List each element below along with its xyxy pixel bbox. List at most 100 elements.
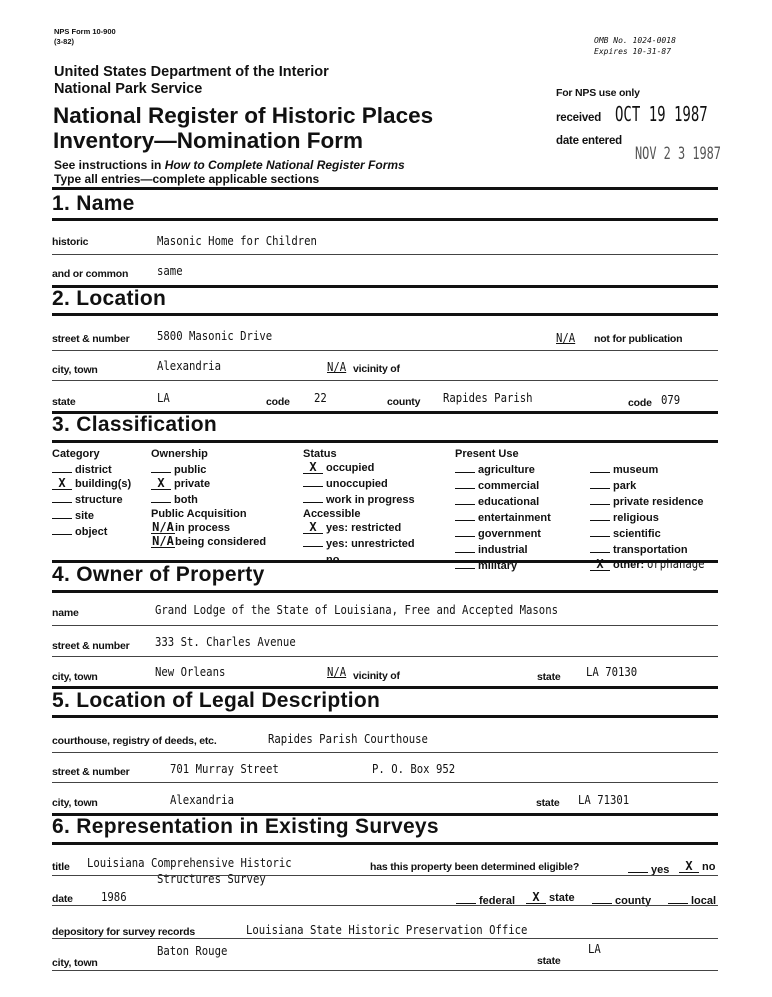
city-value: Alexandria — [157, 358, 221, 373]
checkbox-private-residence[interactable]: private residence — [590, 493, 715, 509]
section-rule — [52, 590, 718, 593]
section-rule — [52, 686, 718, 689]
owner-name: Grand Lodge of the State of Louisiana, F… — [155, 602, 559, 617]
form-title-line1: National Register of Historic Places — [53, 103, 434, 128]
checkbox-eligible-yes[interactable]: yes — [628, 861, 669, 876]
checkbox-unoccupied[interactable]: unoccupied — [303, 475, 415, 491]
category-title: Category — [52, 448, 100, 460]
field-line — [52, 625, 718, 626]
survey-title-line2: Structures Survey — [157, 871, 266, 886]
field-line — [52, 350, 718, 351]
section-rule — [52, 218, 718, 221]
section-6-heading: 6. Representation in Existing Surveys — [52, 815, 439, 838]
checkbox-site[interactable]: site — [52, 507, 131, 523]
checkbox-both[interactable]: both — [151, 491, 266, 507]
county-code: 079 — [661, 392, 681, 407]
section-rule — [52, 411, 718, 414]
legal-state: LA 71301 — [578, 792, 630, 807]
checkbox-federal[interactable]: federal — [456, 892, 515, 907]
field-line — [52, 905, 718, 906]
checkbox-local[interactable]: local — [668, 892, 716, 907]
checkbox-agriculture[interactable]: agriculture — [455, 461, 551, 477]
omb-number: OMB No. 1024-0018 — [594, 36, 676, 45]
county-label: county — [387, 396, 421, 408]
legal-po-box: P. O. Box 952 — [372, 761, 456, 776]
legal-city-label: city, town — [52, 797, 98, 809]
checkbox-public[interactable]: public — [151, 461, 266, 477]
section-rule — [52, 440, 718, 443]
checkbox-religious[interactable]: religious — [590, 509, 715, 525]
checkbox-district[interactable]: district — [52, 461, 131, 477]
checkbox-in-process[interactable]: N/Ain process — [151, 520, 231, 534]
street-label: street & number — [52, 333, 130, 345]
survey-title-label: title — [52, 861, 70, 873]
code-label: code — [266, 396, 290, 408]
owner-name-label: name — [52, 607, 79, 619]
checkbox-transportation[interactable]: transportation — [590, 541, 715, 557]
status-title: Status — [303, 448, 337, 460]
checkbox-museum[interactable]: museum — [590, 461, 715, 477]
section-5-heading: 5. Location of Legal Description — [52, 689, 381, 712]
common-label: and or common — [52, 268, 129, 280]
section-rule — [52, 187, 718, 190]
field-line — [52, 970, 718, 971]
depository-state-label: state — [537, 955, 561, 967]
historic-name: Masonic Home for Children — [157, 233, 317, 248]
form-revision: (3-82) — [54, 37, 75, 46]
common-name: same — [157, 263, 183, 278]
checkbox-entertainment[interactable]: entertainment — [455, 509, 551, 525]
checkbox-government[interactable]: government — [455, 525, 551, 541]
field-line — [52, 875, 718, 876]
ownership-title: Ownership — [151, 448, 208, 460]
section-2-heading: 2. Location — [52, 287, 167, 310]
owner-city-label: city, town — [52, 671, 98, 683]
not-for-publication-label: not for publication — [594, 333, 683, 345]
form-title-line2: Inventory—Nomination Form — [53, 128, 364, 153]
survey-title-line1: Louisiana Comprehensive Historic — [87, 855, 292, 870]
instructions: See instructions in How to Complete Nati… — [54, 158, 405, 172]
street-value: 5800 Masonic Drive — [157, 328, 273, 343]
legal-state-label: state — [536, 797, 560, 809]
checkbox-work-in-progress[interactable]: work in progress — [303, 491, 415, 507]
checkbox-educational[interactable]: educational — [455, 493, 551, 509]
state-value: LA — [157, 390, 170, 405]
checkbox-yes-unrestricted[interactable]: yes: unrestricted — [303, 535, 415, 551]
vicinity-mark: N/A — [327, 359, 347, 374]
checkbox-no[interactable]: no — [303, 551, 415, 567]
checkbox-being-considered[interactable]: N/Abeing considered — [151, 534, 267, 548]
checkbox-commercial[interactable]: commercial — [455, 477, 551, 493]
received-label: received — [556, 112, 602, 124]
depository-state: LA — [588, 941, 601, 956]
field-line — [52, 380, 718, 381]
expires: Expires 10-31-87 — [594, 47, 672, 56]
checkbox-park[interactable]: park — [590, 477, 715, 493]
section-rule — [52, 842, 718, 845]
checkbox-military[interactable]: military — [455, 557, 551, 573]
depository-label: depository for survey records — [52, 926, 195, 938]
field-line — [52, 752, 718, 753]
section-rule — [52, 313, 718, 316]
legal-city: Alexandria — [170, 792, 234, 807]
checkbox-county[interactable]: county — [592, 892, 651, 907]
section-4-heading: 4. Owner of Property — [52, 563, 265, 586]
survey-date-label: date — [52, 893, 73, 905]
checkbox-structure[interactable]: structure — [52, 491, 131, 507]
field-line — [52, 782, 718, 783]
checkbox-industrial[interactable]: industrial — [455, 541, 551, 557]
depository-city-label: city, town — [52, 957, 98, 969]
section-rule — [52, 285, 718, 288]
checkbox-object[interactable]: object — [52, 523, 131, 539]
present-use-column-2: museum park private residence religious … — [590, 461, 715, 572]
owner-street-label: street & number — [52, 640, 130, 652]
checkbox-scientific[interactable]: scientific — [590, 525, 715, 541]
eligible-question: has this property been determined eligib… — [370, 861, 580, 873]
